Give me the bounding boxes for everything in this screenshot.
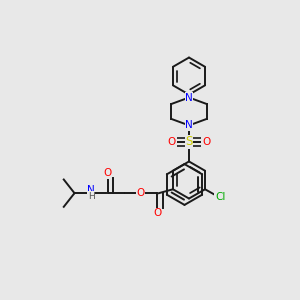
Text: S: S [185,136,193,148]
Text: O: O [202,137,210,147]
Text: O: O [168,137,176,147]
Text: N: N [185,120,193,130]
Text: N: N [185,92,193,103]
Text: H: H [88,192,94,201]
Text: O: O [137,188,145,198]
Text: O: O [103,168,112,178]
Text: Cl: Cl [215,192,225,202]
Text: N: N [87,185,95,195]
Text: O: O [153,208,161,218]
